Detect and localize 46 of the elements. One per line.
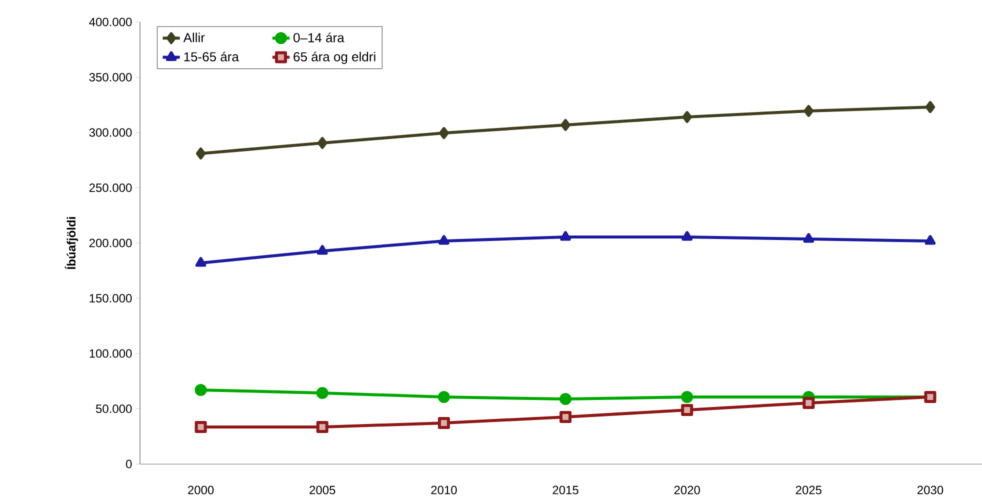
point	[438, 391, 450, 404]
y-tick-label: 200.000	[89, 238, 132, 248]
point	[560, 118, 570, 131]
y-tick-label: 250.000	[89, 184, 132, 192]
point	[560, 393, 572, 406]
legend-label: 0–14 ára	[294, 32, 344, 42]
point	[560, 411, 572, 424]
point	[438, 417, 450, 430]
x-tick-label: 2030	[917, 486, 944, 494]
point	[316, 420, 328, 433]
y-tick-label: 100.000	[90, 349, 132, 358]
point	[681, 391, 694, 404]
point	[560, 231, 571, 241]
point	[439, 127, 449, 140]
point	[196, 147, 206, 160]
legend-label: Allir	[183, 32, 205, 42]
x-tick-label: 2005	[310, 486, 336, 494]
point	[925, 101, 936, 114]
x-tick-label: 2010	[431, 486, 457, 494]
point	[681, 404, 694, 416]
y-tick-label: 400.000	[89, 18, 132, 26]
point	[802, 397, 815, 410]
point	[682, 231, 692, 241]
point	[316, 386, 328, 399]
x-tick-label: 2020	[674, 486, 700, 494]
point	[804, 104, 814, 117]
y-tick-label: 350.000	[89, 73, 132, 82]
y-axis-title: Íbúafjöldi	[64, 217, 78, 270]
x-tick-label: 2025	[796, 486, 822, 494]
y-tick-label: 50.000	[96, 404, 132, 413]
point	[195, 257, 206, 267]
y-tick-label: 300.000	[89, 128, 132, 137]
point	[438, 235, 450, 245]
legend-label: 65 ára og eldri	[294, 52, 376, 64]
y-tick-label: 150.000	[90, 294, 132, 302]
point	[194, 420, 207, 433]
y-tick-label: 0	[126, 460, 132, 468]
point	[924, 235, 936, 245]
x-tick-label: 2015	[552, 486, 578, 494]
point	[803, 233, 814, 243]
legend-label: 15-65 ára	[184, 52, 239, 62]
point	[194, 384, 207, 396]
point	[316, 244, 328, 255]
x-tick-label: 2000	[188, 486, 214, 494]
point	[682, 111, 692, 124]
point	[317, 136, 328, 149]
